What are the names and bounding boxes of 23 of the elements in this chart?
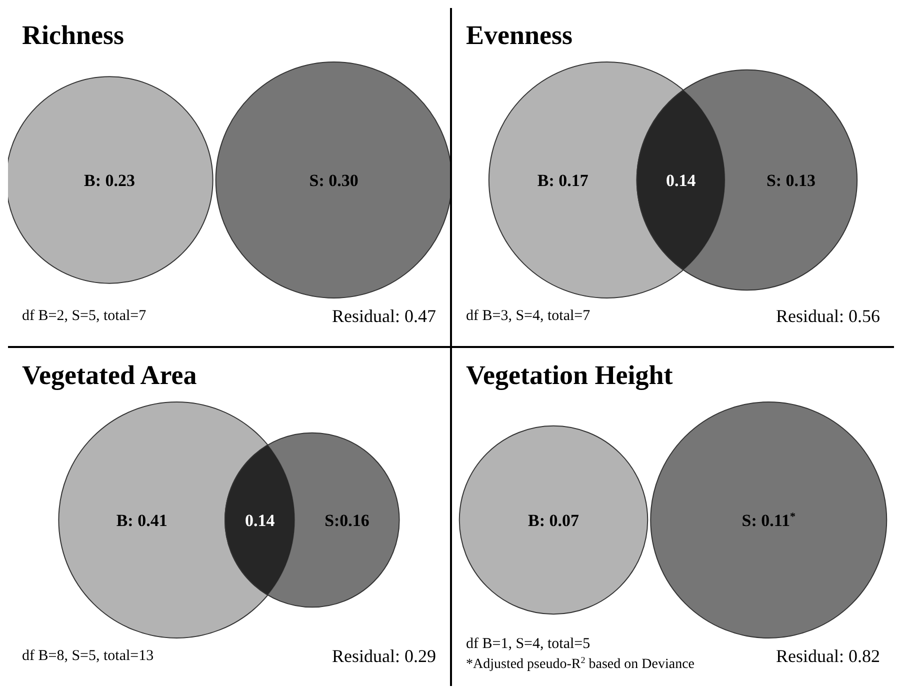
data-label: S: 0.13 [766, 171, 816, 190]
text: df B=1, S=4, total=5 [466, 636, 590, 652]
data-label: 0.14 [666, 171, 696, 190]
data-label: B: 0.17 [537, 171, 589, 190]
data-label: B: 0.07 [528, 511, 580, 530]
text: Residual: 0.56 [776, 306, 880, 326]
data-label: S: 0.11$^{*}$ [742, 511, 796, 530]
text: Residual: 0.82 [776, 646, 880, 666]
text: Vegetated Area [22, 360, 198, 390]
text: Vegetation Height [466, 360, 673, 390]
text: Residual: 0.47 [332, 306, 436, 326]
text: Richness [22, 20, 124, 50]
text: Evenness [466, 20, 573, 50]
text: Residual: 0.29 [332, 646, 436, 666]
data-label: 0.14 [244, 511, 276, 530]
data-label: S: 0.30 [309, 171, 358, 190]
text: df B=2, S=5, total=7 [22, 308, 147, 324]
data-label: B: 0.41 [116, 511, 168, 530]
data-label: S:0.16 [324, 511, 370, 530]
text: *Adjusted pseudo-R$^{2}$ based on Deviance [466, 655, 694, 672]
text: df B=8, S=5, total=13 [22, 648, 154, 664]
data-label: B: 0.23 [84, 171, 135, 190]
text: df B=3, S=4, total=7 [466, 308, 591, 324]
